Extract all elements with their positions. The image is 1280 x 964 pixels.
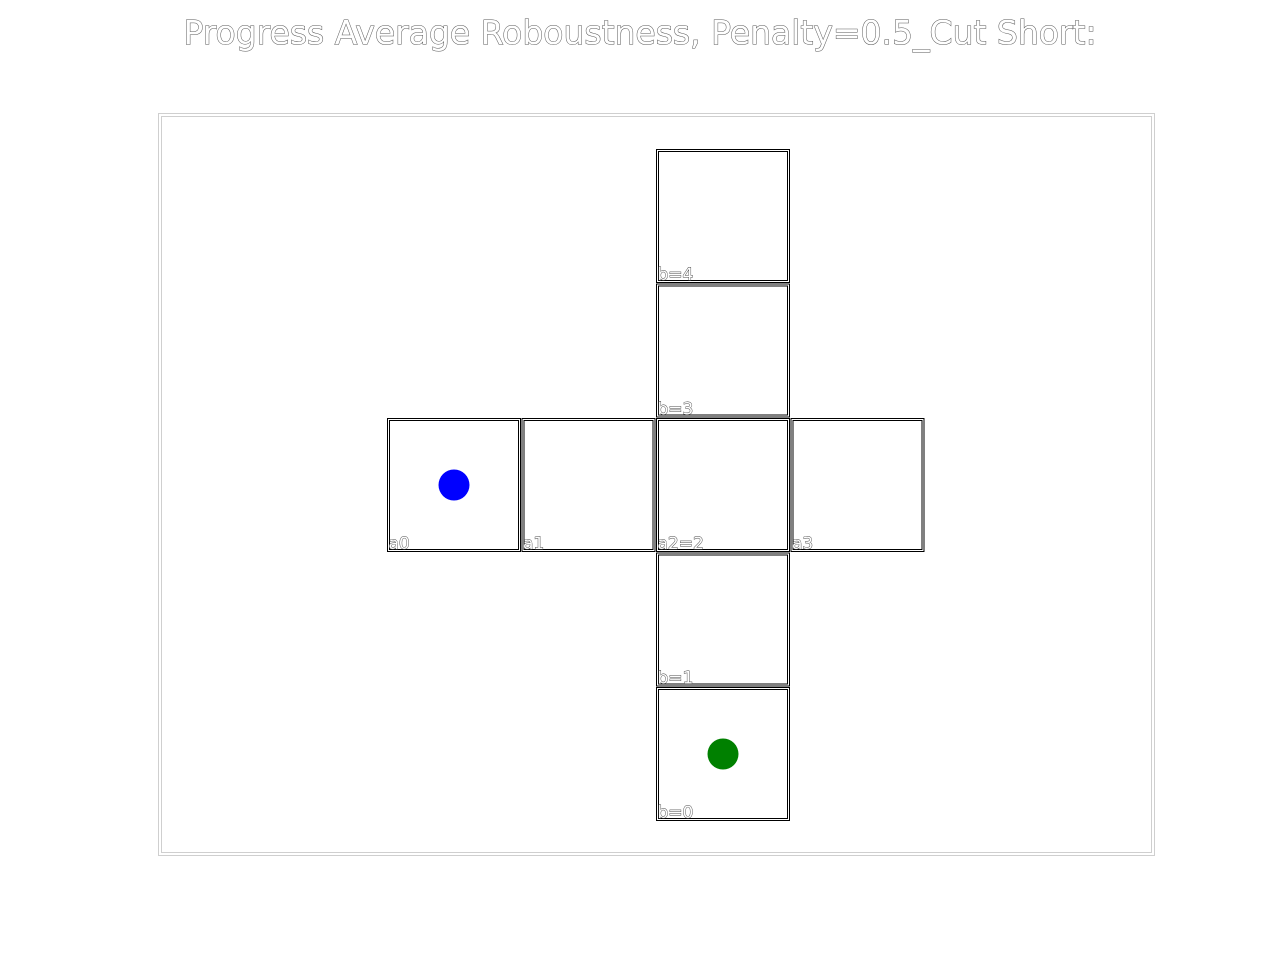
- cell-a3: a3: [790, 418, 925, 554]
- cell-b4: b=4: [656, 149, 790, 285]
- diagram-title: Progress Average Roboustness, Penalty=0.…: [183, 13, 1096, 52]
- goal-marker: [707, 738, 739, 770]
- cell-border: [521, 418, 656, 552]
- cell-inner-border: [792, 420, 923, 550]
- cell-label-b4: b=4: [658, 265, 694, 285]
- cell-border: [790, 418, 925, 552]
- start-marker: [438, 469, 470, 501]
- cell-label-a1: a1: [523, 534, 544, 554]
- cell-border: [656, 552, 790, 687]
- cell-inner-border: [658, 689, 788, 819]
- cell-label-a0: a0: [389, 534, 410, 554]
- cell-center: a2=2: [656, 418, 790, 554]
- markers-layer: [438, 469, 739, 770]
- cell-label-b3: b=3: [658, 400, 694, 420]
- cell-inner-border: [658, 151, 788, 281]
- cell-inner-border: [658, 285, 788, 416]
- cell-inner-border: [658, 420, 788, 550]
- cell-inner-border: [389, 420, 519, 550]
- cell-b1: b=1: [656, 552, 790, 689]
- cell-label-center: a2=2: [658, 534, 704, 554]
- cell-label-a3: a3: [792, 534, 813, 554]
- cell-a1: a1: [521, 418, 656, 554]
- cell-border: [656, 283, 790, 418]
- cell-label-b0: b=0: [658, 803, 694, 823]
- cell-inner-border: [658, 554, 788, 685]
- cell-border: [656, 418, 790, 552]
- cell-label-b1: b=1: [658, 669, 694, 689]
- cell-inner-border: [523, 420, 654, 550]
- cell-border: [656, 149, 790, 283]
- cell-b3: b=3: [656, 283, 790, 420]
